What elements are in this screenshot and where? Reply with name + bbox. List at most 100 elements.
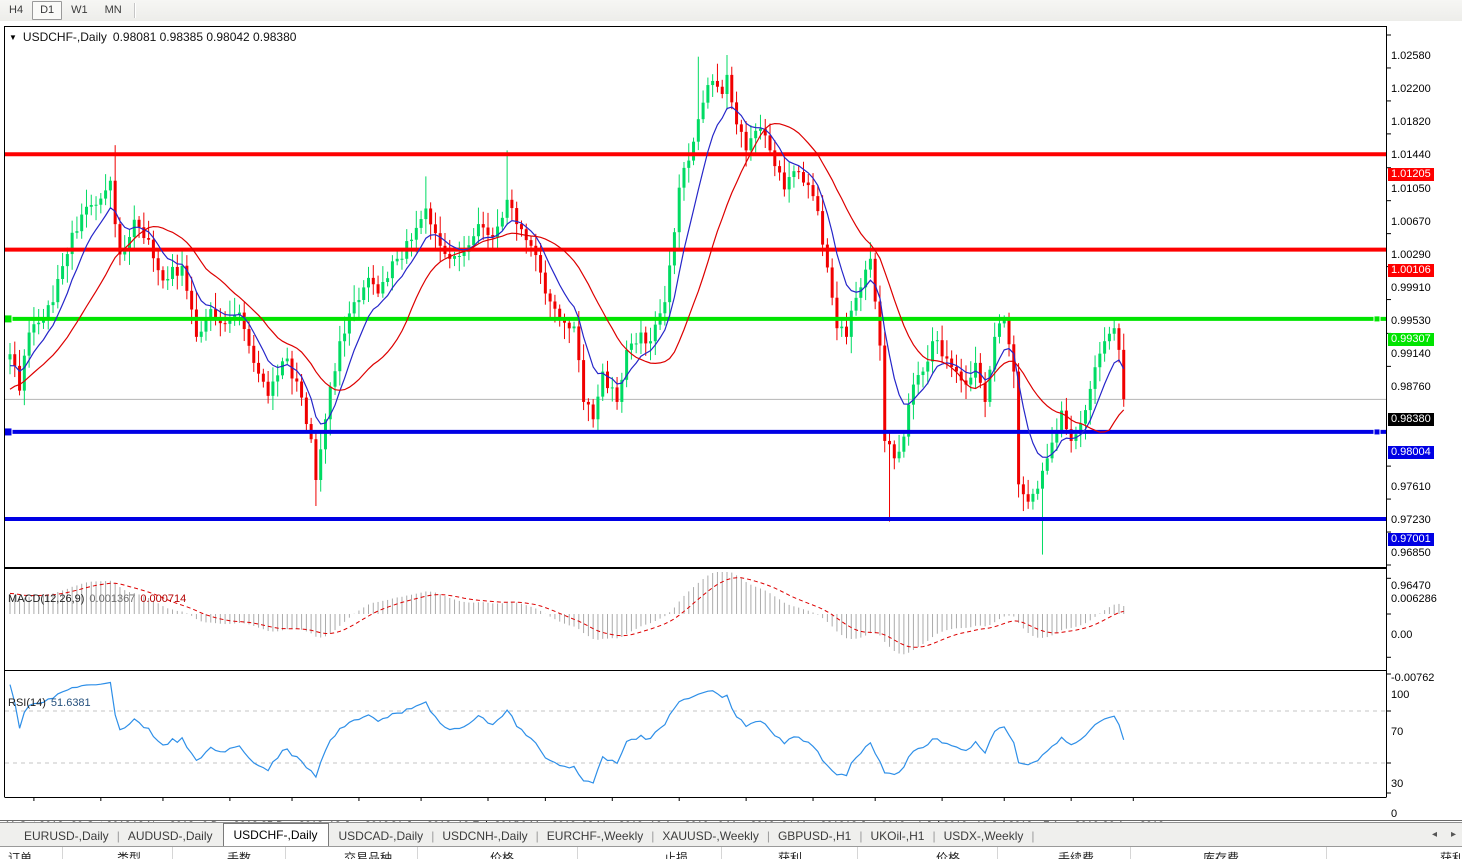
tab-eurchf-weekly[interactable]: EURCHF-,Weekly bbox=[546, 829, 644, 843]
table-header-cell: 手续费 bbox=[1058, 851, 1095, 859]
table-header-cell: 获利 bbox=[1440, 851, 1462, 859]
period-button-mn[interactable]: MN bbox=[104, 4, 122, 16]
candle-body bbox=[94, 204, 98, 206]
candle-body bbox=[634, 343, 638, 345]
candle-body bbox=[171, 266, 175, 279]
candle-body bbox=[209, 309, 213, 320]
tab-separator: | bbox=[535, 829, 539, 843]
candle-body bbox=[878, 301, 882, 346]
candle-body bbox=[1098, 353, 1102, 368]
candle-body bbox=[113, 180, 117, 225]
period-button-w1[interactable]: W1 bbox=[71, 4, 88, 16]
candle-body bbox=[677, 187, 681, 233]
level-handle-right[interactable] bbox=[1373, 428, 1381, 436]
tab-usdcad-daily[interactable]: USDCAD-,Daily bbox=[338, 829, 424, 843]
candle-body bbox=[328, 386, 332, 420]
candle-body bbox=[400, 258, 404, 260]
candle-body bbox=[668, 265, 672, 303]
candle-body bbox=[610, 387, 614, 389]
period-button-h4[interactable]: H4 bbox=[9, 4, 24, 16]
tab-usdx-weekly[interactable]: USDX-,Weekly bbox=[943, 829, 1024, 843]
candle-body bbox=[261, 373, 265, 382]
candle-body bbox=[233, 314, 237, 318]
candle-body bbox=[89, 205, 93, 207]
candle-body bbox=[954, 366, 958, 372]
candle-body bbox=[137, 219, 141, 228]
candle-body bbox=[1050, 442, 1054, 459]
candle-body bbox=[797, 171, 801, 173]
chart-collapse-icon[interactable]: ▼ bbox=[9, 32, 17, 42]
candle-body bbox=[964, 380, 968, 385]
chart-symbol-label: USDCHF-,Daily bbox=[22, 30, 107, 44]
candle-body bbox=[606, 371, 609, 389]
candle-body bbox=[190, 290, 194, 310]
tab-gbpusd-h1[interactable]: GBPUSD-,H1 bbox=[777, 829, 852, 843]
candle-body bbox=[548, 293, 552, 302]
tab-scroll-right-icon[interactable]: ▸ bbox=[1450, 829, 1456, 840]
candle-body bbox=[395, 258, 399, 262]
tab-eurusd-daily[interactable]: EURUSD-,Daily bbox=[24, 829, 109, 843]
candle-body bbox=[84, 206, 88, 215]
candle-body bbox=[950, 358, 954, 367]
table-header-cell: 价格 bbox=[490, 851, 515, 859]
candle-body bbox=[333, 371, 337, 387]
candle-body bbox=[1026, 494, 1030, 502]
candle-body bbox=[1060, 410, 1064, 433]
candle-body bbox=[696, 119, 700, 142]
candle-body bbox=[156, 258, 160, 271]
candle-body bbox=[974, 362, 978, 378]
table-column-divider bbox=[172, 847, 173, 859]
candle-body bbox=[46, 305, 50, 320]
candle-body bbox=[319, 449, 323, 480]
candle-body bbox=[414, 227, 418, 240]
candle-body bbox=[194, 309, 198, 337]
candle-body bbox=[1069, 429, 1073, 441]
rsi-value: 51.6381 bbox=[50, 697, 91, 709]
candle-body bbox=[663, 302, 667, 314]
chart-canvas[interactable] bbox=[0, 21, 1462, 821]
workspace-bottom-border bbox=[0, 820, 1462, 821]
table-header-cell: 手数 bbox=[227, 851, 252, 859]
candle-body bbox=[840, 326, 844, 329]
tab-usdcnh-daily[interactable]: USDCNH-,Daily bbox=[442, 829, 528, 843]
candle-body bbox=[849, 310, 853, 337]
candle-body bbox=[735, 102, 739, 125]
candle-body bbox=[701, 102, 705, 120]
candle-body bbox=[625, 349, 629, 380]
candle-body bbox=[147, 238, 151, 240]
candle-body bbox=[529, 240, 533, 246]
period-button-d1[interactable]: D1 bbox=[32, 1, 63, 20]
macd-signal-value: 0.000714 bbox=[140, 593, 187, 605]
candle-body bbox=[1040, 470, 1044, 489]
candle-body bbox=[806, 182, 810, 186]
level-handle-right[interactable] bbox=[1373, 315, 1381, 323]
candle-body bbox=[99, 198, 103, 205]
level-handle-left[interactable] bbox=[3, 314, 13, 324]
tab-xauusd-weekly[interactable]: XAUUSD-,Weekly bbox=[662, 829, 759, 843]
chart-title[interactable]: ▼ USDCHF-,Daily 0.98081 0.98385 0.98042 … bbox=[9, 30, 296, 44]
candle-body bbox=[931, 341, 935, 362]
candle-body bbox=[357, 299, 361, 303]
candle-body bbox=[787, 177, 791, 190]
tab-usdchf-daily[interactable]: USDCHF-,Daily bbox=[222, 823, 329, 847]
rsi-indicator-label[interactable]: RSI(14) 51.6381 bbox=[8, 697, 91, 709]
candle-body bbox=[730, 74, 734, 103]
candle-body bbox=[1064, 410, 1068, 430]
candle-body bbox=[123, 249, 127, 255]
tab-audusd-daily[interactable]: AUDUSD-,Daily bbox=[127, 829, 213, 843]
tab-ukoil-h1[interactable]: UKOil-,H1 bbox=[870, 829, 925, 843]
candle-body bbox=[558, 308, 562, 320]
candle-body bbox=[644, 332, 648, 344]
macd-indicator-label[interactable]: MACD(12,26,9) 0.001367 0.000714 bbox=[8, 593, 186, 605]
candle-body bbox=[18, 365, 22, 391]
candle-body bbox=[821, 211, 825, 245]
level-handle-left[interactable] bbox=[3, 427, 13, 437]
candle-body bbox=[744, 131, 748, 151]
candle-body bbox=[682, 167, 686, 188]
candle-body bbox=[940, 340, 944, 357]
tab-scroll-left-icon[interactable]: ◂ bbox=[1431, 829, 1437, 840]
candle-body bbox=[553, 301, 557, 309]
table-column-divider bbox=[857, 847, 858, 859]
candle-body bbox=[304, 397, 308, 425]
candle-body bbox=[1045, 458, 1049, 471]
